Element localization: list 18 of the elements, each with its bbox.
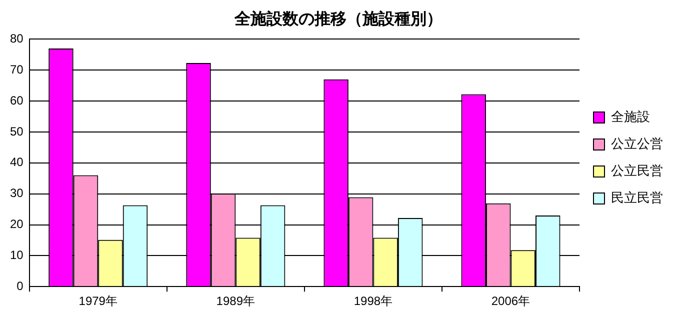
legend-label: 民立民営 xyxy=(611,190,663,206)
y-tick-label: 50 xyxy=(10,124,24,138)
x-tick-label: 2006年 xyxy=(491,294,530,308)
y-tick-label: 70 xyxy=(10,62,24,76)
y-tick-label: 30 xyxy=(10,186,24,200)
y-tick-label: 40 xyxy=(10,155,24,170)
x-tick-label: 1979年 xyxy=(78,294,118,308)
x-tick-label: 1989年 xyxy=(216,294,256,308)
y-tick-label: 80 xyxy=(10,32,24,46)
y-tick-label: 20 xyxy=(10,217,24,232)
x-tick-label: 1998年 xyxy=(354,294,393,308)
y-tick-label: 0 xyxy=(16,278,24,293)
y-tick-label: 10 xyxy=(10,248,24,262)
chart-title: 全施設数の推移（施設種別） xyxy=(234,10,442,28)
legend-label: 公立公営 xyxy=(611,136,663,152)
legend-label: 全施設 xyxy=(611,109,650,124)
y-tick-label: 60 xyxy=(10,93,24,108)
legend-label: 公立民営 xyxy=(611,163,663,178)
